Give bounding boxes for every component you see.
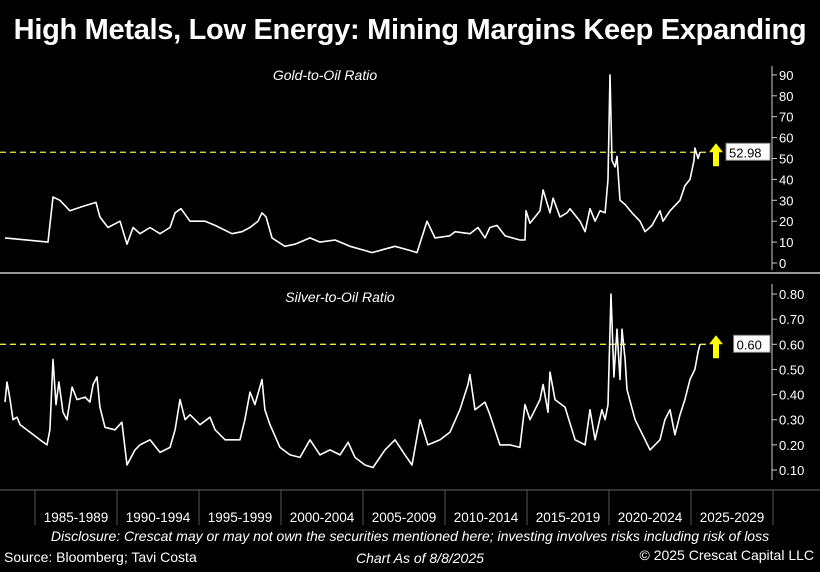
- y-tick-label: 0.10: [779, 463, 804, 478]
- disclosure: Disclosure: Crescat may or may not own t…: [50, 528, 770, 544]
- x-tick-label: 2025-2029: [700, 510, 765, 525]
- y-tick-label: 0.70: [779, 312, 804, 327]
- y-tick-label: 0.60: [779, 337, 804, 352]
- current-value-badge: [725, 142, 771, 161]
- y-tick-label: 20: [779, 214, 793, 229]
- y-tick-label: 60: [779, 131, 793, 146]
- copyright: © 2025 Crescat Capital LLC: [639, 547, 814, 563]
- x-tick-label: 2000-2004: [290, 510, 355, 525]
- y-tick-label: 10: [779, 235, 793, 250]
- y-tick-label: 0.40: [779, 388, 804, 403]
- x-tick-label: 2010-2014: [454, 510, 519, 525]
- current-value-label: 0.60: [737, 337, 762, 352]
- up-arrow-icon: [709, 143, 723, 167]
- x-tick-label: 2005-2009: [372, 510, 437, 525]
- y-tick-label: 0.50: [779, 362, 804, 377]
- chart-title: High Metals, Low Energy: Mining Margins …: [13, 14, 807, 46]
- series-line: [4, 74, 701, 254]
- y-tick-label: 70: [779, 110, 793, 125]
- y-tick-label: 0: [779, 256, 786, 271]
- current-value-badge: [733, 334, 771, 353]
- y-tick-label: 80: [779, 89, 793, 104]
- y-tick-label: 40: [779, 172, 793, 187]
- x-tick-label: 2015-2019: [536, 510, 601, 525]
- silver-panel-title: Silver-to-Oil Ratio: [285, 289, 395, 305]
- source: Source: Bloomberg; Tavi Costa: [4, 549, 197, 565]
- x-tick-label: 2020-2024: [618, 510, 683, 525]
- x-tick-label: 1985-1989: [44, 510, 109, 525]
- as-of-date: Chart As of 8/8/2025: [356, 550, 484, 566]
- y-tick-label: 0.30: [779, 413, 804, 428]
- current-value-label: 52.98: [729, 145, 762, 160]
- x-tick-label: 1995-1999: [208, 510, 273, 525]
- y-tick-label: 0.20: [779, 438, 804, 453]
- y-tick-label: 30: [779, 193, 793, 208]
- y-tick-label: 90: [779, 68, 793, 83]
- y-tick-label: 0.80: [779, 287, 804, 302]
- up-arrow-icon: [709, 335, 723, 359]
- x-tick-label: 1990-1994: [126, 510, 191, 525]
- gold-panel-title: Gold-to-Oil Ratio: [273, 67, 377, 83]
- series-line: [4, 293, 701, 469]
- y-tick-label: 50: [779, 152, 793, 167]
